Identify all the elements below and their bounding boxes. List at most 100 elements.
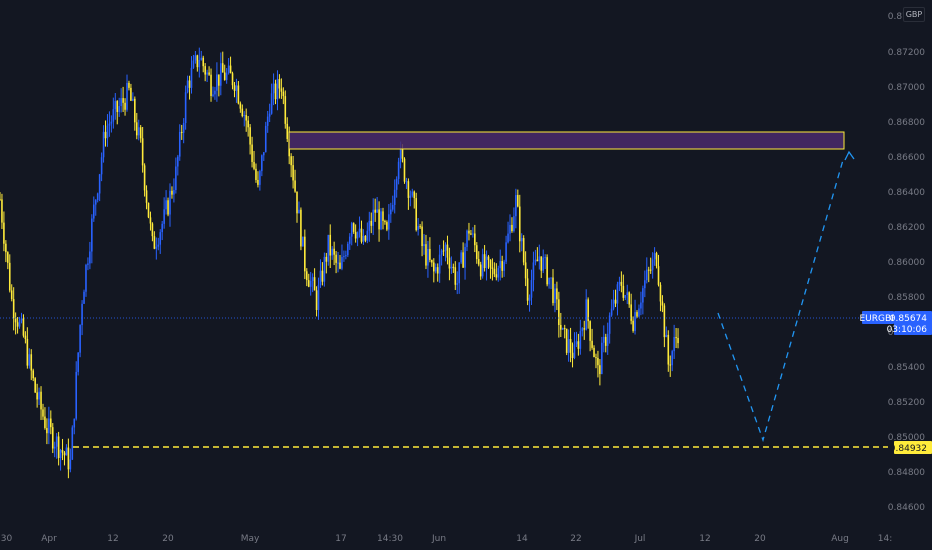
candle-body	[657, 266, 660, 285]
candle-body	[132, 98, 134, 101]
candle-body	[358, 228, 361, 233]
candle-body	[585, 299, 588, 330]
candle-body	[194, 55, 197, 61]
candle-body	[75, 371, 78, 419]
resistance-zone[interactable]	[288, 131, 845, 150]
candle-body	[618, 281, 621, 285]
candle-body	[526, 278, 529, 301]
candle-body	[345, 255, 347, 257]
candle-body	[661, 301, 664, 306]
candle-body	[518, 206, 521, 242]
candle-body	[63, 452, 66, 456]
support-level-badge[interactable]: 0.84932	[890, 441, 932, 454]
candle-body	[114, 101, 117, 110]
candle-body	[348, 236, 351, 244]
candle-body	[511, 224, 513, 232]
price-label: 0.84800	[888, 468, 925, 478]
candle-body	[409, 195, 412, 198]
candle-body	[489, 259, 492, 268]
candle-body	[663, 305, 666, 338]
candle-body	[612, 299, 615, 309]
candle-body	[264, 125, 267, 153]
candle-body	[186, 80, 189, 93]
projection-path[interactable]	[717, 150, 855, 443]
price-label: 0.86800	[888, 118, 925, 128]
candle-body	[536, 259, 539, 262]
candle-body	[622, 285, 625, 298]
candle-body	[341, 257, 343, 269]
candle-body	[483, 254, 486, 269]
candle-body	[290, 156, 292, 166]
candle-body	[59, 450, 62, 459]
support-price-label: 0.84932	[890, 444, 927, 454]
candle-body	[18, 320, 21, 327]
candle-body	[343, 256, 345, 258]
candle-body	[610, 308, 613, 316]
candle-body	[79, 325, 81, 353]
candle-body	[149, 217, 152, 224]
candle-body	[259, 171, 261, 185]
price-label: 0.84600	[888, 503, 925, 513]
candle-body	[560, 325, 562, 330]
candle-body	[243, 115, 246, 117]
candle-body	[188, 80, 191, 88]
price-axis[interactable]: 0.87400 0.87200 0.87000 0.86800 0.86600 …	[859, 0, 932, 527]
candle-body	[89, 251, 91, 264]
candle-body	[411, 191, 414, 196]
candle-body	[384, 220, 386, 223]
candle-body	[280, 88, 283, 92]
candle-body	[354, 231, 357, 239]
candle-body	[475, 245, 478, 260]
candle-body	[393, 189, 396, 205]
candle-body	[479, 264, 482, 277]
candle-body	[395, 178, 398, 190]
candle-body	[65, 447, 68, 456]
candle-body	[196, 55, 199, 68]
candle-body	[255, 168, 257, 180]
candle-body	[530, 280, 533, 298]
time-axis[interactable]: :30 Apr 12 20 May 17 14:30 Jun 14 22 Jul…	[0, 527, 932, 550]
candle-body	[360, 228, 363, 242]
time-label: 17	[335, 534, 346, 544]
candle-body	[128, 82, 130, 88]
candle-body	[253, 161, 255, 169]
candle-body	[405, 181, 408, 183]
candle-body	[667, 334, 670, 365]
candle-body	[446, 244, 449, 258]
candle-body	[10, 290, 13, 300]
candle-body	[329, 234, 332, 256]
candle-body	[374, 209, 376, 213]
candle-body	[583, 328, 586, 330]
current-price-label: 0.85674	[890, 314, 927, 324]
candle-body	[165, 200, 167, 210]
candle-body	[235, 85, 238, 91]
candle-body	[431, 259, 433, 263]
candle-body	[372, 209, 375, 226]
time-label: 20	[754, 534, 766, 544]
candle-body	[106, 125, 109, 139]
candle-body	[102, 131, 105, 158]
currency-label[interactable]: GBP	[903, 7, 925, 22]
candle-body	[257, 179, 259, 185]
candle-body	[481, 254, 484, 277]
time-label: 12	[699, 534, 710, 544]
candle-body	[304, 236, 306, 272]
candle-body	[390, 209, 392, 215]
candle-body	[647, 269, 650, 271]
candle-body	[8, 262, 11, 291]
candle-body	[620, 281, 623, 286]
candle-body	[616, 284, 619, 304]
candle-body	[599, 365, 601, 375]
candle-body	[73, 418, 76, 428]
candle-body	[577, 341, 580, 349]
symbol-price-badge[interactable]: EURGBP 0.85674 03:10:06	[859, 311, 932, 335]
candle-body	[182, 123, 185, 133]
bar-countdown-label: 03:10:06	[887, 325, 928, 335]
candle-body	[202, 57, 205, 67]
candle-body	[509, 224, 511, 234]
candle-body	[81, 303, 83, 326]
candle-body	[206, 72, 208, 75]
candle-body	[44, 416, 46, 429]
candle-body	[1, 199, 3, 223]
